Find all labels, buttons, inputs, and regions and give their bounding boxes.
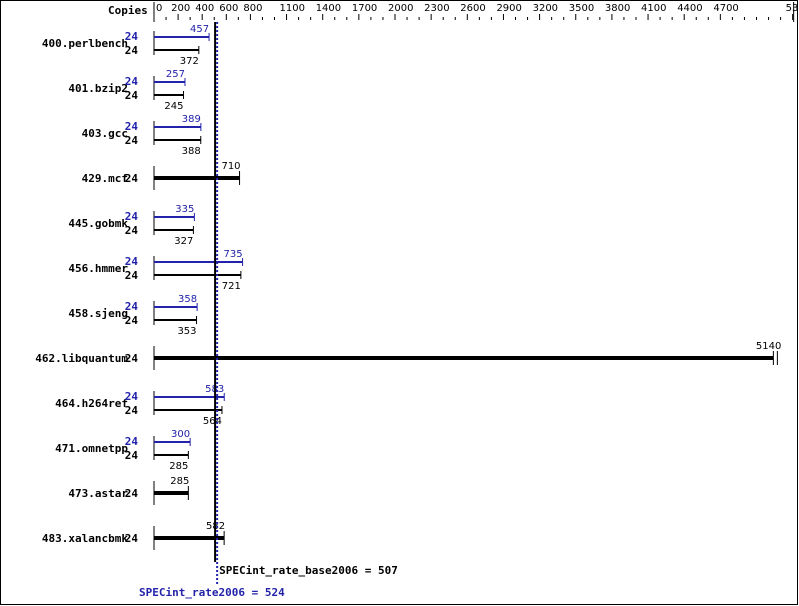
benchmark-label: 401.bzip2 bbox=[68, 82, 128, 95]
base-value: 564 bbox=[203, 416, 222, 427]
tick-label: 3800 bbox=[605, 3, 630, 14]
tick-label: 3200 bbox=[533, 3, 558, 14]
base-value: 710 bbox=[221, 161, 240, 172]
peak-copies: 24 bbox=[125, 255, 139, 268]
tick-label: 800 bbox=[243, 3, 262, 14]
peak-value: 335 bbox=[175, 204, 194, 215]
base-copies: 24 bbox=[125, 404, 139, 417]
benchmark-label: 403.gcc bbox=[82, 127, 128, 140]
peak-copies: 24 bbox=[125, 120, 139, 133]
base-copies: 24 bbox=[125, 224, 139, 237]
peak-copies: 24 bbox=[125, 30, 139, 43]
benchmark-label: 458.sjeng bbox=[68, 307, 128, 320]
base-value: 285 bbox=[170, 476, 189, 487]
tick-label: 1400 bbox=[316, 3, 341, 14]
tick-label: 5300 bbox=[786, 3, 799, 14]
peak-value: 300 bbox=[171, 429, 190, 440]
base-copies: 24 bbox=[125, 352, 139, 365]
tick-label: 400 bbox=[195, 3, 214, 14]
peak-copies: 24 bbox=[125, 300, 139, 313]
tick-label: 200 bbox=[171, 3, 190, 14]
tick-label: 3500 bbox=[569, 3, 594, 14]
peak-value: 257 bbox=[166, 69, 185, 80]
base-copies: 24 bbox=[125, 449, 139, 462]
peak-value: 358 bbox=[178, 294, 197, 305]
tick-label: 0 bbox=[156, 3, 162, 14]
tick-label: 4100 bbox=[641, 3, 666, 14]
peak-copies: 24 bbox=[125, 75, 139, 88]
base-copies: 24 bbox=[125, 269, 139, 282]
peak-metric-label: SPECint_rate2006 = 524 bbox=[139, 586, 285, 599]
tick-label: 4400 bbox=[677, 3, 702, 14]
base-value: 388 bbox=[182, 146, 201, 157]
base-metric-label: SPECint_rate_base2006 = 507 bbox=[219, 564, 398, 577]
benchmark-label: 471.omnetpp bbox=[55, 442, 128, 455]
base-value: 353 bbox=[177, 326, 196, 337]
base-copies: 24 bbox=[125, 89, 139, 102]
peak-value: 735 bbox=[223, 249, 242, 260]
base-value: 721 bbox=[222, 281, 241, 292]
base-value: 327 bbox=[174, 236, 193, 247]
axis-label: Copies bbox=[108, 4, 148, 17]
base-copies: 24 bbox=[125, 487, 139, 500]
benchmark-label: 445.gobmk bbox=[68, 217, 128, 230]
tick-label: 4700 bbox=[713, 3, 738, 14]
benchmark-label: 464.h264ref bbox=[55, 397, 128, 410]
benchmark-label: 429.mcf bbox=[82, 172, 128, 185]
tick-label: 2600 bbox=[460, 3, 485, 14]
tick-label: 2300 bbox=[424, 3, 449, 14]
tick-label: 600 bbox=[219, 3, 238, 14]
base-value: 372 bbox=[180, 56, 199, 67]
base-copies: 24 bbox=[125, 172, 139, 185]
peak-copies: 24 bbox=[125, 435, 139, 448]
peak-copies: 24 bbox=[125, 390, 139, 403]
tick-label: 1700 bbox=[352, 3, 377, 14]
base-value: 285 bbox=[169, 461, 188, 472]
peak-value: 457 bbox=[190, 24, 209, 35]
base-value: 5140 bbox=[756, 341, 781, 352]
base-copies: 24 bbox=[125, 314, 139, 327]
benchmark-label: 462.libquantum bbox=[35, 352, 128, 365]
benchmark-label: 400.perlbench bbox=[42, 37, 128, 50]
tick-label: 1100 bbox=[280, 3, 305, 14]
base-copies: 24 bbox=[125, 134, 139, 147]
benchmark-label: 456.hmmer bbox=[68, 262, 128, 275]
benchmark-label: 473.astar bbox=[68, 487, 128, 500]
tick-label: 2900 bbox=[496, 3, 521, 14]
peak-copies: 24 bbox=[125, 210, 139, 223]
peak-value: 389 bbox=[182, 114, 201, 125]
tick-label: 2000 bbox=[388, 3, 413, 14]
benchmark-label: 483.xalancbmk bbox=[42, 532, 128, 545]
base-copies: 24 bbox=[125, 44, 139, 57]
base-copies: 24 bbox=[125, 532, 139, 545]
base-value: 245 bbox=[164, 101, 183, 112]
